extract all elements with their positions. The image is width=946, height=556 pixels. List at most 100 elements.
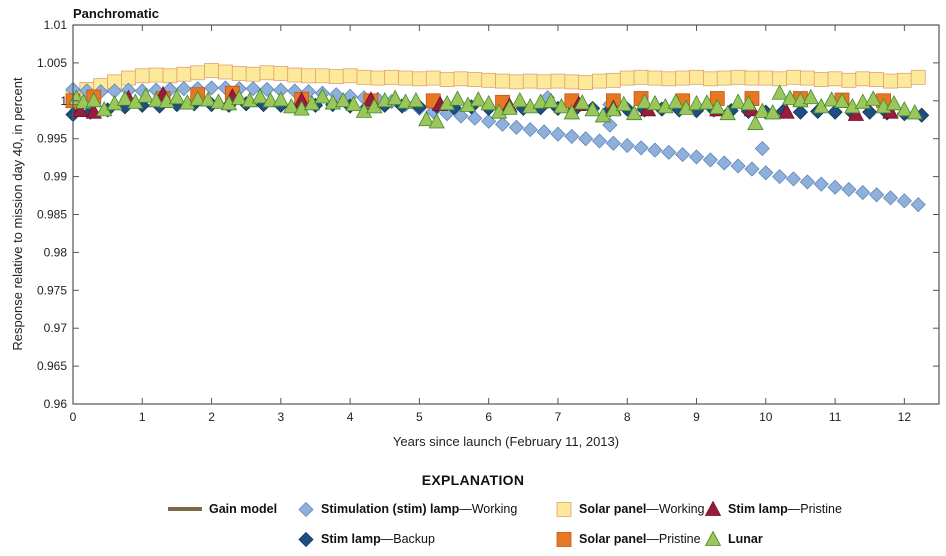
- data-point-stimw: [550, 126, 566, 142]
- data-point-solarw: [619, 70, 635, 86]
- data-point-lunar: [740, 94, 757, 111]
- data-point-stimw: [494, 116, 511, 132]
- legend-label-bold: Lunar: [728, 532, 763, 546]
- data-point-stimp: [847, 105, 865, 121]
- data-point-solarw: [772, 71, 788, 87]
- data-point-lunar: [147, 91, 165, 108]
- data-point-solarw: [301, 68, 316, 84]
- data-point-lunar: [470, 91, 487, 107]
- data-point-stimw: [813, 176, 829, 192]
- data-point-lunar: [563, 104, 580, 120]
- data-point-lunar: [747, 114, 764, 130]
- data-point-lunar: [719, 104, 736, 121]
- data-point-lunar: [802, 88, 820, 105]
- data-point-lunar: [314, 88, 331, 104]
- data-point-solarw: [384, 69, 400, 85]
- data-point-stimw: [633, 140, 649, 156]
- data-point-stimw: [522, 122, 538, 138]
- data-point-stimw: [758, 165, 774, 181]
- data-point-lunar: [428, 113, 445, 129]
- data-point-lunar: [116, 90, 134, 106]
- data-point-stimw: [841, 181, 857, 198]
- y-tick-label: 0.96: [44, 397, 68, 411]
- data-point-solarw: [370, 70, 386, 86]
- legend-label-bold: Gain model: [209, 502, 278, 516]
- x-tick-label: 1: [139, 410, 146, 424]
- x-tick-label: 12: [898, 410, 912, 424]
- data-point-solarw: [869, 72, 885, 87]
- x-tick-label: 8: [624, 410, 631, 424]
- data-point-stimw: [591, 133, 608, 149]
- series-lunar: [68, 84, 923, 130]
- data-point-solarw: [896, 72, 912, 88]
- data-point-lunar: [625, 104, 643, 121]
- data-point-lunar: [677, 99, 695, 115]
- data-point-solarw: [508, 74, 524, 90]
- data-point-lunar: [657, 98, 674, 114]
- legend-label-rest: —Working: [646, 502, 705, 516]
- y-tick-label: 0.995: [37, 132, 67, 146]
- data-point-lunar: [542, 92, 560, 108]
- data-point-stimw: [661, 144, 677, 160]
- data-point-stimw: [536, 124, 552, 140]
- data-point-solarw: [287, 67, 303, 83]
- legend-item-stimb: Stim lamp—Backup: [298, 531, 435, 547]
- data-point-lunar: [764, 104, 781, 120]
- data-point-lunar: [272, 91, 290, 107]
- x-tick-label: 6: [485, 410, 492, 424]
- data-point-solarw: [398, 70, 413, 86]
- y-tick-label: 0.975: [37, 283, 67, 297]
- legend-label-rest: —Pristine: [787, 502, 842, 516]
- data-point-lunar: [615, 95, 632, 111]
- legend-marker: [298, 531, 314, 547]
- legend-label-rest: —Working: [459, 502, 518, 516]
- data-point-stimw: [754, 140, 770, 157]
- data-point-solarw: [231, 66, 247, 81]
- data-point-lunar: [231, 89, 248, 105]
- data-point-solarw: [204, 63, 219, 78]
- legend-marker: [556, 502, 572, 517]
- x-tick-label: 2: [208, 410, 215, 424]
- data-point-stimw: [744, 161, 760, 177]
- data-point-lunar: [137, 87, 154, 103]
- y-tick-label: 0.985: [37, 208, 67, 222]
- data-point-solarw: [356, 69, 372, 85]
- data-point-solarw: [522, 73, 538, 89]
- data-point-stimw: [855, 184, 871, 201]
- y-tick-label: 0.98: [44, 245, 68, 259]
- data-point-lunar: [532, 93, 549, 109]
- data-point-stimw: [605, 135, 621, 151]
- data-point-lunar: [771, 84, 788, 100]
- legend-item-solarp: Solar panel—Pristine: [556, 531, 701, 547]
- data-point-stimw: [508, 119, 524, 135]
- axes: 0 1 2 3 4 5 6 7 8 9 10 11 120.960.9650.970.9750.980.…: [37, 18, 939, 424]
- legend-label-bold: Solar panel: [579, 502, 647, 516]
- data-point-solarw: [564, 74, 580, 90]
- data-point-solarw: [550, 73, 566, 89]
- data-point-stimb: [792, 104, 809, 120]
- data-point-lunar: [522, 98, 539, 114]
- data-point-lunar: [754, 102, 771, 118]
- x-tick-label: 10: [759, 410, 773, 424]
- data-point-lunar: [553, 98, 570, 114]
- data-point-solarw: [841, 72, 857, 88]
- legend-marker: [298, 501, 314, 517]
- legend-marker: [705, 531, 721, 546]
- data-point-stimw: [827, 179, 843, 195]
- data-point-lunar: [251, 88, 269, 104]
- data-point-stimw: [578, 131, 594, 147]
- legend-label-rest: —Backup: [380, 532, 435, 546]
- data-point-lunar: [449, 90, 466, 106]
- legend-item-stimw: Stimulation (stim) lamp—Working: [298, 501, 517, 517]
- data-point-stimw: [716, 155, 732, 171]
- legend-symbol-square-icon: [556, 532, 572, 547]
- data-point-lunar: [584, 101, 601, 117]
- legend-symbol-triangle-icon: [705, 501, 721, 516]
- data-point-lunar: [511, 91, 529, 108]
- data-point-solarw: [176, 66, 192, 82]
- legend-label-bold: Stim lamp: [321, 532, 381, 546]
- data-point-lunar: [896, 101, 913, 117]
- data-point-solarw: [744, 70, 760, 86]
- data-point-lunar: [688, 94, 705, 111]
- legend-marker: [705, 501, 721, 516]
